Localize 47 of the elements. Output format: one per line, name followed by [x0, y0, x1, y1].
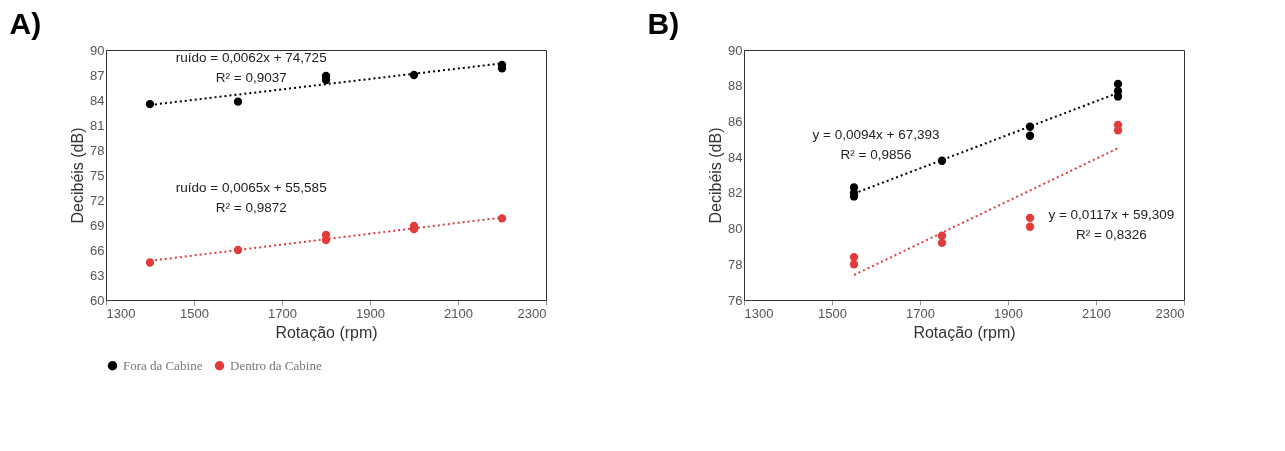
annotation: ruído = 0,0065x + 55,585	[175, 179, 327, 195]
y-tick-label: 90	[728, 42, 743, 58]
x-tick-label: 2100	[444, 305, 473, 321]
y-tick-label: 86	[728, 113, 743, 129]
y-axis-title: Decibéis (dB)	[707, 127, 725, 224]
y-tick-label: 84	[90, 92, 105, 108]
annotation: R² = 0,9872	[215, 199, 287, 215]
y-tick-label: 78	[728, 256, 743, 272]
y-tick-label: 76	[728, 292, 743, 308]
annotation: R² = 0,9037	[215, 69, 287, 85]
x-tick-label: 2100	[1082, 305, 1111, 321]
y-tick-label: 87	[90, 67, 105, 83]
annotation: R² = 0,8326	[1075, 227, 1147, 242]
y-tick-label: 66	[90, 242, 105, 258]
y-tick-label: 90	[90, 42, 105, 58]
y-tick-label: 84	[728, 149, 743, 165]
y-tick-label: 60	[90, 292, 105, 308]
x-tick-label: 1300	[106, 305, 136, 321]
chart-title: A)	[9, 7, 42, 40]
y-tick-label: 69	[90, 217, 105, 233]
y-tick-label: 72	[90, 192, 105, 208]
x-tick-label: 1900	[994, 305, 1023, 321]
y-tick-label: 63	[90, 267, 105, 283]
y-tick-label: 88	[728, 78, 743, 94]
annotation: R² = 0,9856	[840, 147, 912, 162]
x-tick-label: 1500	[818, 305, 847, 321]
y-tick-label: 75	[90, 167, 105, 183]
y-tick-label: 78	[90, 142, 105, 158]
x-tick-label: 1900	[356, 305, 385, 321]
x-tick-label: 2300	[1155, 305, 1185, 321]
x-axis-title: Rotação (rpm)	[275, 323, 378, 341]
annotation: y = 0,0094x + 67,393	[812, 127, 940, 142]
y-tick-label: 82	[728, 185, 743, 201]
x-tick-label: 1700	[268, 305, 297, 321]
legend-label: Dentro da Cabine	[230, 357, 322, 373]
y-tick-label: 81	[90, 117, 105, 133]
annotation: ruído = 0,0062x + 74,725	[175, 49, 327, 65]
x-tick-label: 1300	[744, 305, 774, 321]
x-tick-label: 1700	[906, 305, 935, 321]
y-axis-title: Decibéis (dB)	[69, 127, 87, 224]
annotation: y = 0,0117x + 59,309	[1048, 207, 1175, 222]
x-axis-title: Rotação (rpm)	[913, 323, 1016, 341]
legend-label: Fora da Cabine	[123, 357, 203, 373]
y-tick-label: 80	[728, 221, 743, 237]
chart-title: B)	[647, 7, 680, 40]
x-tick-label: 1500	[180, 305, 209, 321]
x-tick-label: 2300	[517, 305, 547, 321]
